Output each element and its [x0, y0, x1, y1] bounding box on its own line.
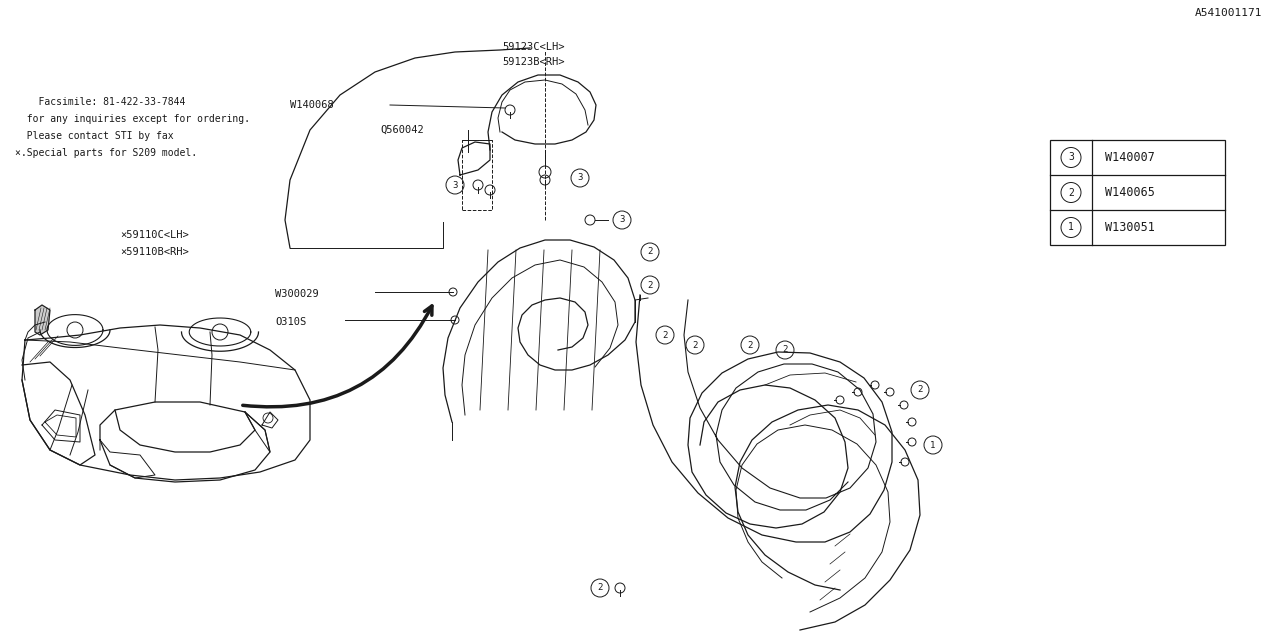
Text: 2: 2 [692, 340, 698, 349]
Text: ×59110C<LH>: ×59110C<LH> [120, 230, 188, 240]
Text: 2: 2 [918, 385, 923, 394]
Text: O310S: O310S [275, 317, 306, 327]
Text: Q560042: Q560042 [380, 125, 424, 135]
Text: W140065: W140065 [1105, 186, 1155, 199]
Text: W140007: W140007 [1105, 151, 1155, 164]
Text: 59123B<RH>: 59123B<RH> [502, 57, 564, 67]
Text: ×.Special parts for S209 model.: ×.Special parts for S209 model. [15, 148, 197, 158]
Polygon shape [35, 305, 50, 335]
Text: 3: 3 [1068, 152, 1074, 163]
Text: 3: 3 [452, 180, 458, 189]
Text: for any inquiries except for ordering.: for any inquiries except for ordering. [15, 114, 250, 124]
Text: ×59110B<RH>: ×59110B<RH> [120, 247, 188, 257]
Text: 2: 2 [748, 340, 753, 349]
Text: 1: 1 [931, 440, 936, 449]
Text: 3: 3 [620, 216, 625, 225]
Text: 2: 2 [598, 584, 603, 593]
Text: W140068: W140068 [291, 100, 334, 110]
Bar [1050, 140, 1225, 245]
Text: W300029: W300029 [275, 289, 319, 299]
Text: Facsimile: 81-422-33-7844: Facsimile: 81-422-33-7844 [15, 97, 186, 107]
Text: 2: 2 [662, 330, 668, 339]
Text: Please contact STI by fax: Please contact STI by fax [15, 131, 174, 141]
Text: 3: 3 [577, 173, 582, 182]
Text: 59123C<LH>: 59123C<LH> [502, 42, 564, 52]
Text: 2: 2 [648, 248, 653, 257]
Text: A541001171: A541001171 [1194, 8, 1262, 18]
Text: 1: 1 [1068, 223, 1074, 232]
Text: 2: 2 [1068, 188, 1074, 198]
Text: 2: 2 [782, 346, 787, 355]
Text: W130051: W130051 [1105, 221, 1155, 234]
Text: 2: 2 [648, 280, 653, 289]
